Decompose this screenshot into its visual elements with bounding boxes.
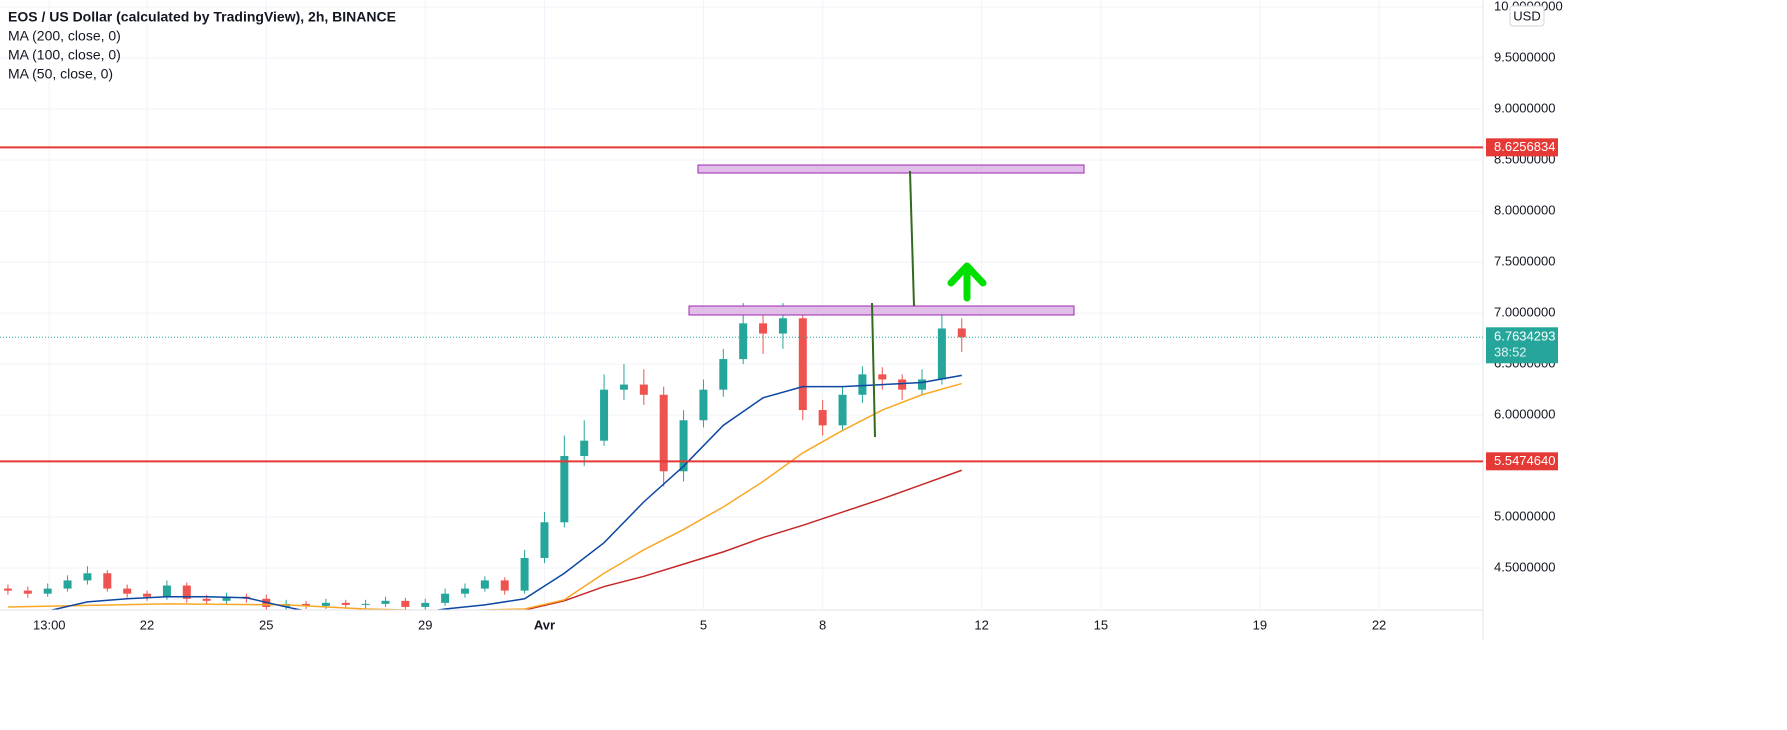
x-tick-label: 29: [418, 617, 432, 632]
candle-body: [580, 440, 589, 456]
target-line: [909, 170, 915, 307]
candle-body: [540, 522, 549, 558]
candle-body: [560, 455, 569, 523]
candle-body: [321, 602, 330, 606]
x-tick-label: 19: [1253, 617, 1267, 632]
candle-body: [759, 323, 768, 334]
measure-line: [871, 302, 876, 438]
chart-title: EOS / US Dollar (calculated by TradingVi…: [8, 9, 396, 25]
candle-body: [222, 596, 231, 601]
x-tick-label: 22: [140, 617, 154, 632]
candle-body: [3, 588, 12, 591]
y-tick-label: 9.0000000: [1494, 101, 1555, 116]
x-tick-label: 12: [974, 617, 988, 632]
drawings: [688, 164, 1085, 438]
candle-body: [441, 593, 450, 603]
moving-average: [7, 382, 962, 610]
x-tick-label: 15: [1094, 617, 1108, 632]
candle-body: [719, 359, 728, 390]
candle-body: [679, 420, 688, 472]
candle-body: [421, 602, 430, 607]
x-tick-label: 8: [819, 617, 826, 632]
candle-body: [858, 374, 867, 395]
x-tick-label: Avr: [534, 617, 555, 632]
candle-body: [500, 580, 509, 591]
y-tick-label: 7.5000000: [1494, 254, 1555, 269]
x-tick-label: 22: [1372, 617, 1386, 632]
level-price-label: 8.6256834: [1494, 139, 1555, 154]
candle-body: [918, 379, 927, 390]
legend-entry: MA (200, close, 0): [8, 28, 121, 44]
resistance-zone: [697, 164, 1085, 174]
legend-entry: MA (100, close, 0): [8, 47, 121, 63]
countdown-label: 38:52: [1494, 345, 1527, 360]
candle-body: [341, 602, 350, 605]
candle-body: [957, 328, 966, 338]
y-tick-label: 4.5000000: [1494, 560, 1555, 575]
y-tick-label: 8.0000000: [1494, 203, 1555, 218]
x-tick-label: 13:00: [33, 617, 66, 632]
y-tick-label: 5.0000000: [1494, 509, 1555, 524]
candle-body: [103, 573, 112, 589]
candle-body: [361, 603, 370, 605]
candle-body: [739, 323, 748, 360]
currency-box[interactable]: [1509, 5, 1545, 27]
last-price-box: [1486, 327, 1558, 364]
last-price-label: 6.7634293: [1494, 329, 1555, 344]
breakout-zone: [688, 305, 1075, 316]
candle-body: [798, 318, 807, 411]
candle-body: [401, 600, 410, 607]
y-tick-label: 7.0000000: [1494, 305, 1555, 320]
candle-body: [898, 379, 907, 390]
candle-body: [520, 557, 529, 591]
candle-body: [83, 573, 92, 581]
y-tick-label: 6.0000000: [1494, 407, 1555, 422]
candle-body: [202, 598, 211, 601]
level-price-box: [1486, 138, 1558, 157]
candle-body: [480, 580, 489, 589]
candle-body: [619, 384, 628, 390]
candle-body: [162, 585, 171, 597]
up-arrow: [947, 262, 987, 302]
grid: [0, 0, 1483, 610]
candle-body: [818, 410, 827, 426]
candle-body: [699, 389, 708, 421]
candle-body: [381, 600, 390, 604]
candle-body: [23, 590, 32, 594]
legend-entry: MA (50, close, 0): [8, 66, 113, 82]
level-price-box: [1486, 452, 1558, 471]
candle-body: [123, 588, 132, 594]
candle-body: [600, 389, 609, 441]
candle-body: [659, 394, 668, 472]
candle-body: [778, 318, 787, 334]
candle-body: [143, 593, 152, 597]
candle-body: [182, 585, 191, 599]
candle-body: [460, 588, 469, 594]
candle-body: [43, 588, 52, 594]
y-tick-label: 9.5000000: [1494, 50, 1555, 65]
x-tick-label: 25: [259, 617, 273, 632]
candle-body: [63, 580, 72, 589]
currency[interactable]: USD: [1513, 8, 1540, 23]
candle-body: [937, 328, 946, 380]
candle-body: [838, 394, 847, 426]
candle-body: [302, 603, 311, 606]
moving-average: [48, 374, 962, 610]
candle-body: [878, 374, 887, 380]
moving-average: [509, 469, 963, 610]
x-tick-label: 5: [700, 617, 707, 632]
legend: MA (200, close, 0) MA (100, close, 0) MA (…: [8, 28, 121, 82]
candle-body: [639, 384, 648, 395]
level-price-label: 5.5474640: [1494, 453, 1555, 468]
